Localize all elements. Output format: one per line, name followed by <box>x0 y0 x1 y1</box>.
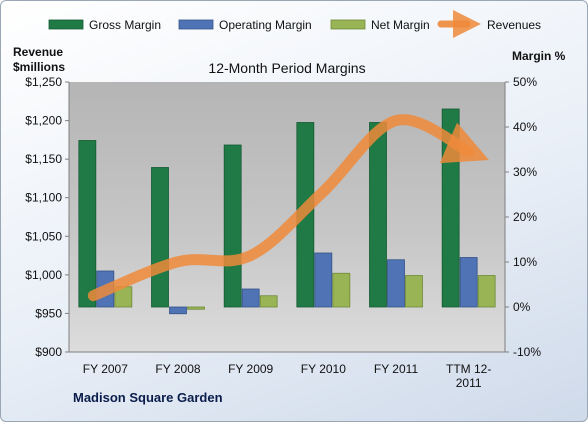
right-tick-label-3: 20% <box>513 210 537 224</box>
bar-gross-margin-3 <box>223 144 242 308</box>
x-tick-label-1: FY 2007 <box>83 362 128 376</box>
bar-net-margin-2 <box>187 306 205 310</box>
legend-swatch-net-margin <box>330 19 366 30</box>
left-axis: $900 $950 $1,000 $1,050 $1,100 $1,150 $1,200 $1… <box>25 75 70 359</box>
right-tick-label-1: 0% <box>513 300 531 314</box>
bar-operating-margin-4 <box>314 252 333 308</box>
left-tick-label-3: $1,050 <box>25 229 62 243</box>
right-tick-label-4: 30% <box>513 165 537 179</box>
x-tick-label-5: FY 2011 <box>374 362 419 376</box>
revenue-point-2 <box>178 261 179 262</box>
left-tick-label-7: $1,250 <box>25 75 62 89</box>
chart-title: 12-Month Period Margins <box>208 60 365 76</box>
bar-operating-margin-2 <box>169 306 187 315</box>
revenue-point-3 <box>250 255 251 256</box>
legend-item-net-margin: Net Margin <box>330 18 430 32</box>
right-axis-title: Margin % <box>512 49 566 63</box>
legend-swatch-operating-margin <box>178 19 214 30</box>
right-axis: -10% 0% 10% 20% 30% 40% 50% <box>504 75 541 359</box>
bar-gross-margin-1 <box>78 140 97 308</box>
right-tick-label-0: -10% <box>513 345 541 359</box>
legend-item-gross-margin: Gross Margin <box>48 18 161 32</box>
left-axis-title-line1: Revenue <box>13 45 63 59</box>
bar-net-margin-5 <box>405 275 423 308</box>
left-axis-title-line2: $millions <box>13 60 65 74</box>
bar-net-margin-6 <box>477 275 496 308</box>
revenue-line-layer <box>87 114 489 302</box>
company-name: Madison Square Garden <box>73 390 223 405</box>
bar-gross-margin-5 <box>369 122 387 308</box>
legend-label-gross-margin: Gross Margin <box>89 18 161 32</box>
left-tick-label-6: $1,200 <box>25 114 62 128</box>
legend-label-revenues: Revenues <box>487 18 541 32</box>
x-tick-label-4: FY 2010 <box>301 362 346 376</box>
bar-net-margin-4 <box>332 272 351 308</box>
right-tick-label-2: 10% <box>513 255 537 269</box>
bar-operating-margin-6 <box>459 257 478 308</box>
bar-operating-margin-5 <box>387 259 405 308</box>
legend: Gross Margin Operating Margin Net Margin… <box>48 10 541 38</box>
revenue-point-6 <box>468 151 469 152</box>
left-tick-label-1: $950 <box>35 306 62 320</box>
left-tick-label-2: $1,000 <box>25 268 62 282</box>
legend-item-revenues: Revenues <box>437 10 541 38</box>
bar-operating-margin-3 <box>241 288 260 308</box>
x-tick-label-6-line1: TTM 12- <box>446 362 491 376</box>
revenue-point-5 <box>396 120 397 121</box>
plot-area <box>69 82 505 352</box>
legend-label-net-margin: Net Margin <box>371 18 430 32</box>
legend-item-operating-margin: Operating Margin <box>178 18 312 32</box>
legend-label-operating-margin: Operating Margin <box>219 18 312 32</box>
bar-gross-margin-2 <box>151 167 169 308</box>
x-tick-label-6-line2: 2011 <box>456 376 482 390</box>
right-tick-label-5: 40% <box>513 120 537 134</box>
bar-net-margin-3 <box>259 295 278 308</box>
revenue-point-4 <box>323 191 324 192</box>
legend-swatch-gross-margin <box>48 19 84 30</box>
revenue-point-1 <box>93 295 94 296</box>
right-tick-label-6: 50% <box>513 75 537 89</box>
revenue-line <box>87 114 489 302</box>
left-tick-label-5: $1,150 <box>25 152 62 166</box>
x-tick-label-2: FY 2008 <box>155 362 200 376</box>
x-tick-label-3: FY 2009 <box>228 362 273 376</box>
left-tick-label-0: $900 <box>35 345 62 359</box>
left-tick-label-4: $1,100 <box>25 191 62 205</box>
x-axis: FY 2007 FY 2008 FY 2009 FY 2010 FY 2011 TTM 1… <box>69 351 505 390</box>
